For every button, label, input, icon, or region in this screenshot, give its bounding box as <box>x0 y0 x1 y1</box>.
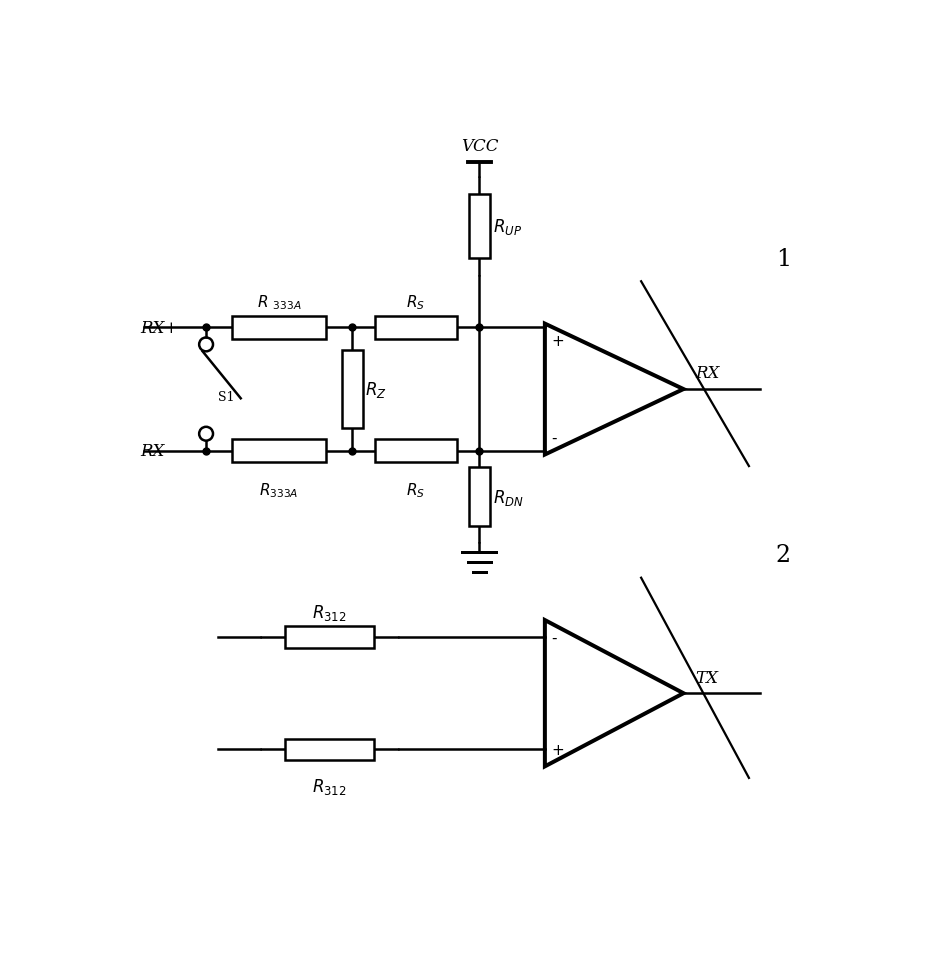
Text: $R_{312}$: $R_{312}$ <box>312 777 347 796</box>
Text: VCC: VCC <box>461 138 498 156</box>
Bar <box>468 467 490 527</box>
Text: RX-: RX- <box>141 443 170 460</box>
Bar <box>375 440 457 463</box>
Text: RX: RX <box>695 365 720 382</box>
Text: S1: S1 <box>218 391 234 404</box>
Text: -: - <box>551 430 557 446</box>
Text: TX: TX <box>695 669 718 686</box>
Text: $R_Z$: $R_Z$ <box>366 379 387 400</box>
Text: $R\ _{333A}$: $R\ _{333A}$ <box>257 292 302 311</box>
Text: $R_S$: $R_S$ <box>407 480 426 499</box>
Bar <box>285 739 373 761</box>
Bar <box>342 350 363 429</box>
Text: +: + <box>551 333 564 349</box>
Text: 2: 2 <box>776 544 791 566</box>
Bar <box>232 440 326 463</box>
Text: $R_S$: $R_S$ <box>407 292 426 311</box>
Text: +: + <box>551 742 564 757</box>
Bar <box>375 317 457 339</box>
Text: 1: 1 <box>776 247 791 270</box>
Text: $R_{312}$: $R_{312}$ <box>312 602 347 622</box>
Bar <box>468 195 490 258</box>
Text: $R_{UP}$: $R_{UP}$ <box>492 216 522 237</box>
Bar <box>232 317 326 339</box>
Text: $R_{DN}$: $R_{DN}$ <box>492 487 524 508</box>
Text: -: - <box>551 630 557 645</box>
Text: RX+: RX+ <box>141 320 179 336</box>
Bar <box>285 627 373 648</box>
Text: $R_{333A}$: $R_{333A}$ <box>260 480 299 499</box>
